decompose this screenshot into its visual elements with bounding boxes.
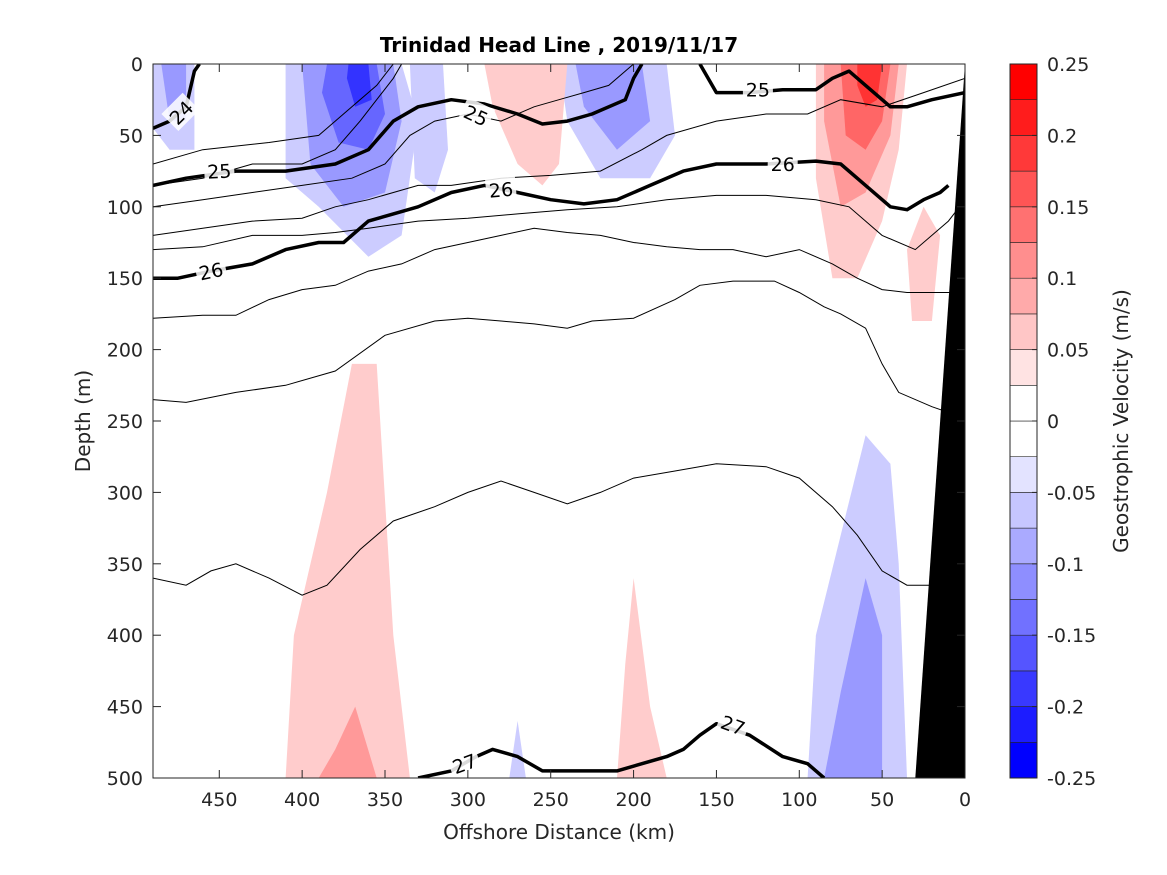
colorbar-swatch: [1009, 492, 1038, 529]
contour-label-text: 25: [746, 80, 770, 102]
contour-label: 26: [484, 175, 517, 203]
contour-label-text: 26: [488, 179, 514, 203]
density-contour-line: [153, 463, 965, 596]
y-tick-label: 250: [107, 411, 143, 433]
velocity-fill-layer: [153, 64, 941, 778]
colorbar-title: Geostrophic Velocity (m/s): [1109, 289, 1133, 553]
seafloor-layer: [915, 64, 965, 778]
colorbar-swatch: [1009, 206, 1038, 243]
density-contour-line-major: [153, 64, 644, 188]
colorbar-swatch: [1009, 313, 1038, 350]
density-contour-line: [153, 64, 394, 165]
colorbar-tick-label: -0.1: [1047, 554, 1084, 576]
x-tick-label: 50: [870, 789, 894, 811]
colorbar-tick-label: -0.25: [1047, 768, 1096, 790]
y-tick-label: 400: [107, 625, 143, 647]
x-tick-label: 450: [201, 789, 237, 811]
y-tick-label: 50: [119, 125, 143, 147]
y-tick-label: 150: [107, 268, 143, 290]
colorbar-tick-label: -0.15: [1047, 625, 1096, 647]
x-tick-label: 100: [781, 789, 817, 811]
y-axis-title: Depth (m): [71, 370, 95, 472]
density-contour-layer: [153, 64, 965, 778]
colorbar-swatch: [1009, 420, 1038, 458]
negative-velocity-patch: [807, 435, 907, 778]
y-axis: 0 50 100 150 200 250 300 350 400 450 500: [107, 54, 965, 790]
colorbar-swatch: [1009, 349, 1038, 386]
colorbar-swatch: [1009, 670, 1038, 707]
negative-velocity-patch: [509, 720, 526, 778]
colorbar-swatch: [1009, 527, 1038, 565]
positive-velocity-patch: [285, 363, 410, 778]
density-contour-line: [153, 77, 965, 236]
contour-label-text: 26: [197, 259, 225, 286]
contour-label: 25: [203, 157, 235, 184]
colorbar-swatch: [1009, 277, 1038, 315]
y-tick-label: 100: [107, 197, 143, 219]
x-tick-label: 300: [450, 789, 486, 811]
y-tick-label: 350: [107, 554, 143, 576]
x-tick-label: 400: [284, 789, 320, 811]
colorbar-swatch: [1009, 242, 1038, 279]
positive-velocity-patch: [617, 578, 667, 778]
x-tick-label: 200: [615, 789, 651, 811]
density-contour-line: [153, 280, 965, 419]
density-contour-line-major: [153, 159, 950, 280]
contour-label-text: 25: [207, 160, 232, 183]
colorbar-tick-label: 0.25: [1047, 54, 1089, 76]
colorbar-swatch: [1009, 63, 1038, 101]
colorbar-swatch: [1009, 170, 1038, 208]
colorbar-swatch: [1009, 634, 1038, 672]
negative-velocity-patch: [346, 64, 372, 107]
x-tick-label: 0: [959, 789, 971, 811]
colorbar-swatch: [1009, 384, 1038, 422]
colorbar: 0.25 0.2 0.15 0.1 0.05 0 -0.05 -0.1 -0.15 -0.2 -0.…: [1009, 54, 1096, 790]
colorbar-tick-label: 0: [1047, 411, 1059, 433]
colorbar-swatch: [1009, 599, 1038, 636]
colorbar-swatch: [1009, 706, 1038, 743]
positive-velocity-patch: [484, 64, 568, 186]
y-tick-label: 0: [131, 54, 143, 76]
colorbar-swatch: [1009, 741, 1038, 779]
colorbar-swatch: [1009, 135, 1038, 172]
negative-velocity-patch: [824, 578, 883, 778]
contour-label-text: 26: [771, 154, 795, 176]
colorbar-tick-label: -0.05: [1047, 482, 1096, 504]
colorbar-tick-label: 0.1: [1047, 268, 1077, 290]
colorbar-tick-label: 0.05: [1047, 340, 1089, 362]
density-contour-line: [153, 194, 965, 251]
chart-title: Trinidad Head Line , 2019/11/17: [380, 33, 738, 57]
colorbar-tick-label: -0.2: [1047, 697, 1084, 719]
colorbar-swatch: [1009, 563, 1038, 600]
y-tick-label: 200: [107, 340, 143, 362]
density-contour-line: [153, 227, 965, 319]
colorbar-tick-label: 0.2: [1047, 125, 1077, 147]
seafloor-bathymetry: [915, 64, 965, 778]
x-tick-label: 350: [367, 789, 403, 811]
colorbar-swatch: [1009, 99, 1038, 136]
contour-label: 26: [767, 151, 798, 176]
contour-label: 25: [742, 76, 773, 102]
density-contour-line: [153, 64, 634, 208]
y-tick-label: 500: [107, 768, 143, 790]
density-contour-line-major: [417, 721, 826, 778]
negative-velocity-patch: [409, 64, 448, 193]
contour-label: 26: [193, 255, 228, 286]
positive-velocity-patch: [318, 706, 377, 778]
y-tick-label: 450: [107, 697, 143, 719]
x-tick-label: 150: [698, 789, 734, 811]
x-tick-label: 250: [533, 789, 569, 811]
x-axis-title: Offshore Distance (km): [443, 820, 675, 844]
y-tick-label: 300: [107, 482, 143, 504]
colorbar-swatch: [1009, 456, 1038, 493]
x-axis: 450 400 350 300 250 200 150 100 50 0: [201, 64, 971, 811]
colorbar-tick-label: 0.15: [1047, 197, 1089, 219]
